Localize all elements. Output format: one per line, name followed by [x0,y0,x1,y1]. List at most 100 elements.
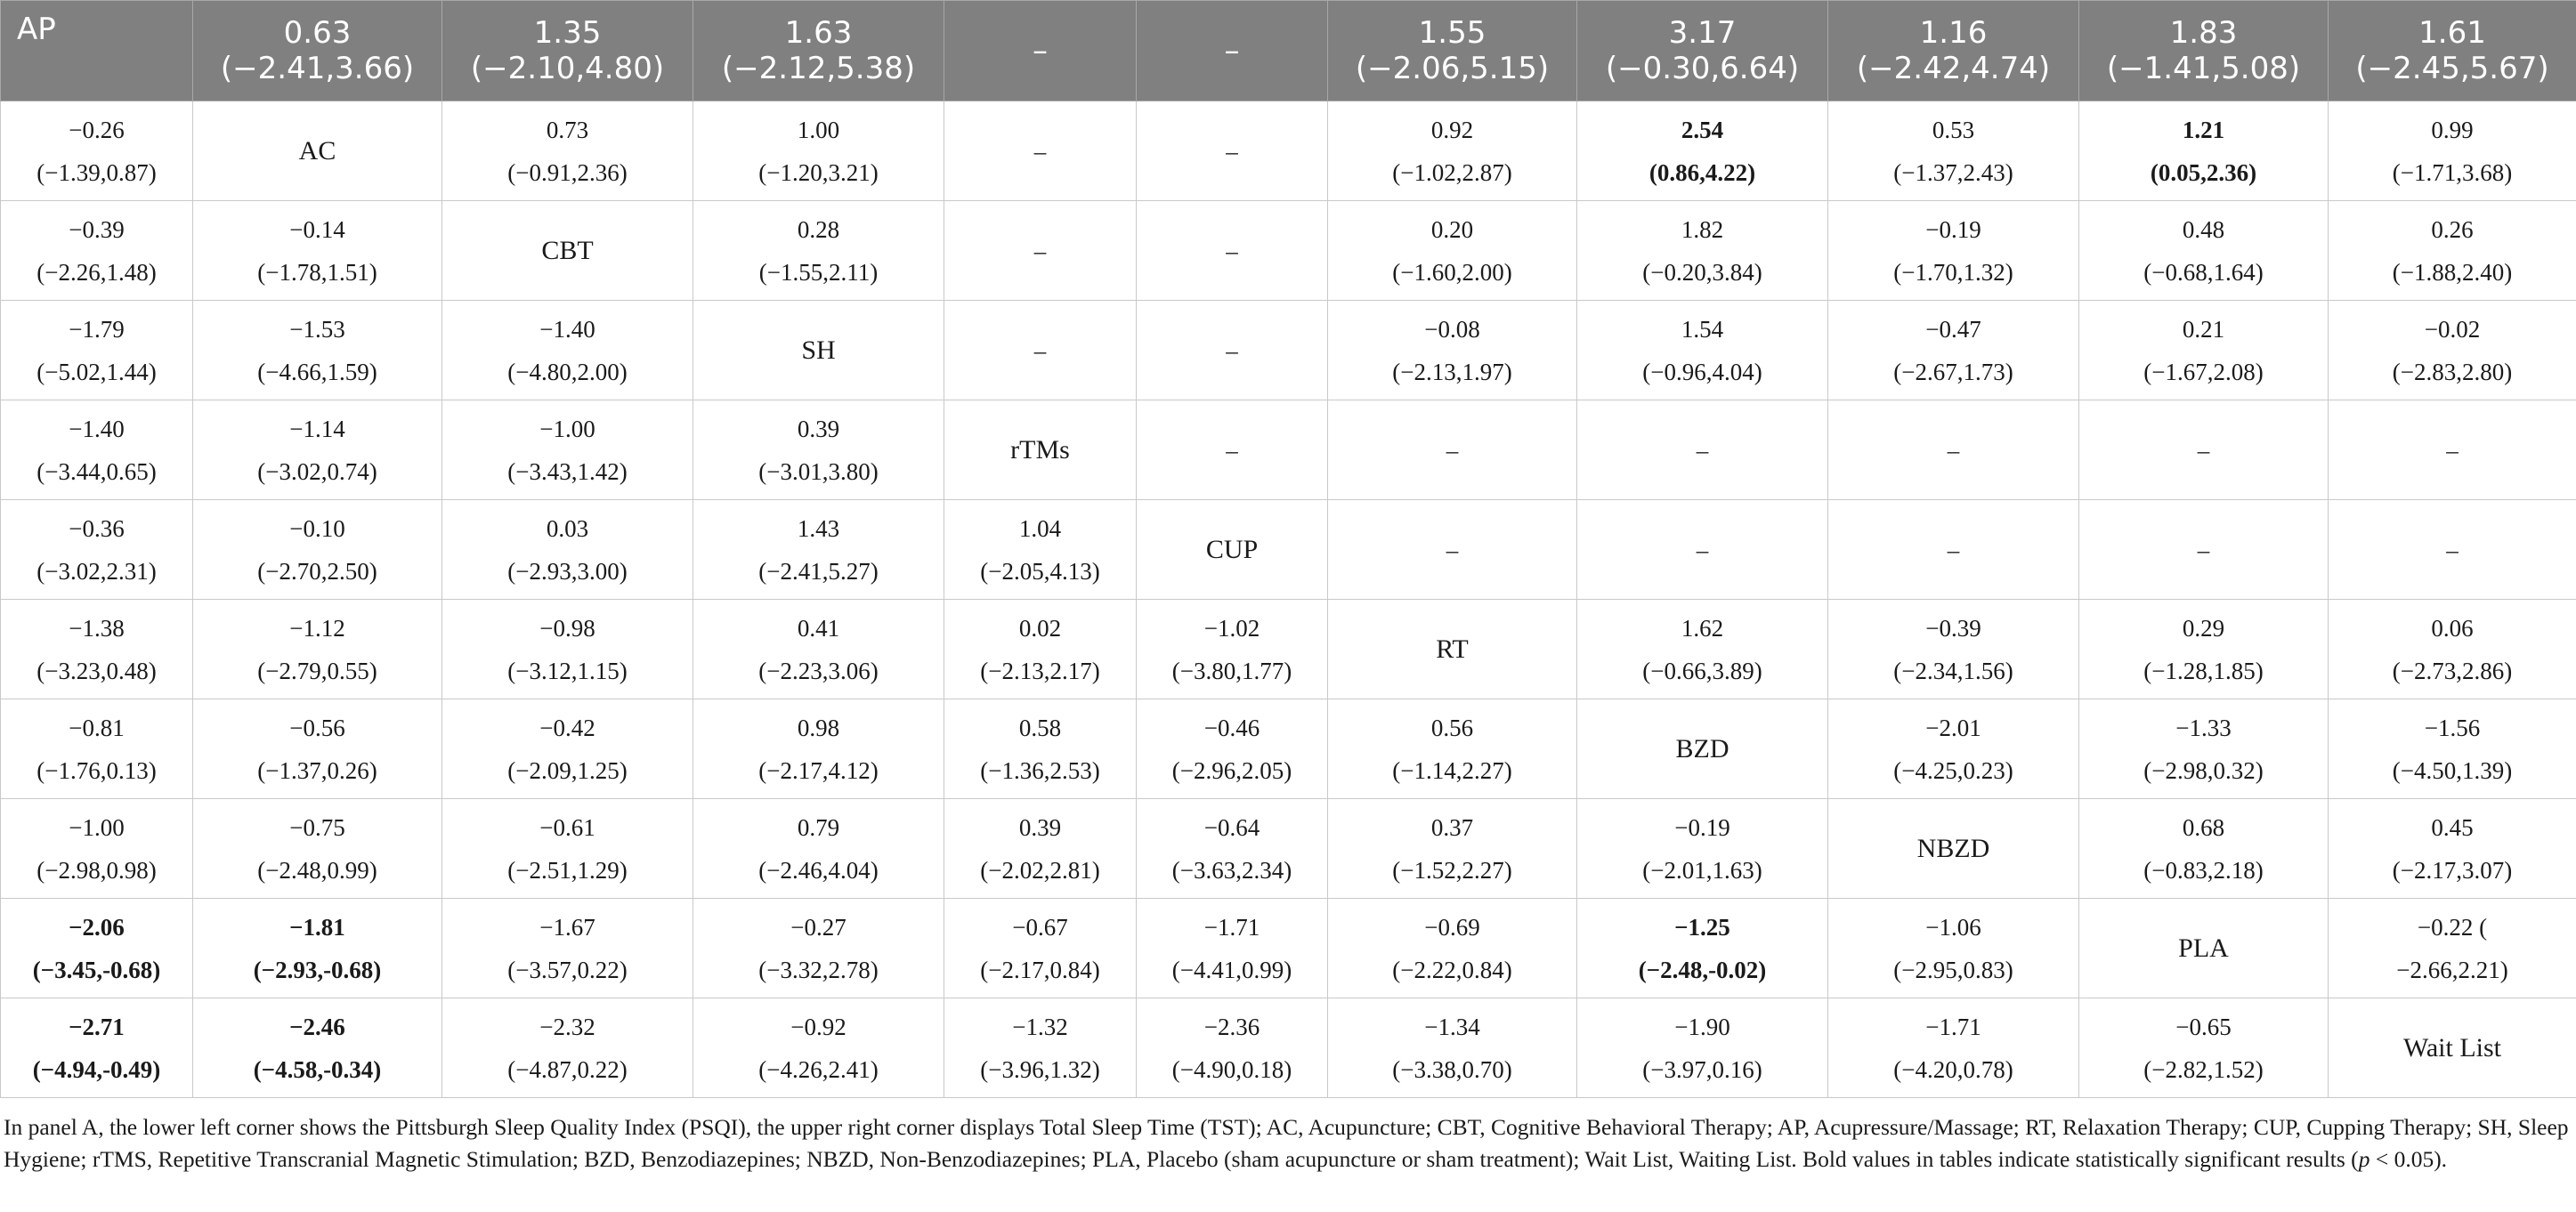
effect-estimate: 0.56 [1430,714,1474,741]
significant-comparison-cell: −1.81 (−2.93,-0.68) [192,898,442,998]
comparison-cell: – [2078,499,2329,600]
comparison-cell: −1.06 (−2.95,0.83) [1827,898,2079,998]
comparison-cell: – [1327,499,1577,600]
comparison-cell: – [1576,400,1828,500]
treatment-label-cell: PLA [2078,898,2329,998]
effect-estimate: – [1226,237,1238,264]
header-estimate: 1.55 [1418,15,1486,51]
treatment-label-cell: CBT [441,200,693,301]
caption-text: In panel A, the lower left corner shows … [4,1114,2569,1172]
comparison-cell: 0.73 (−0.91,2.36) [441,101,693,201]
confidence-interval: (−0.83,2.18) [2143,856,2264,884]
table-row: −0.81 (−1.76,0.13) −0.56 (−1.37,0.26) −0.42 (… [0,699,2576,799]
effect-estimate: 2.54 [1681,116,1724,143]
comparison-cell: −0.42 (−2.09,1.25) [441,699,693,799]
effect-estimate: 0.99 [2431,116,2474,143]
effect-estimate: 0.21 [2182,315,2225,343]
effect-estimate: −0.27 [790,913,847,941]
comparison-cell: – [1136,400,1328,500]
effect-estimate: −2.36 [1203,1013,1260,1040]
effect-estimate: −1.33 [2175,714,2232,741]
header-interval: (−2.10,4.80) [470,51,665,86]
effect-estimate: −0.56 [289,714,345,741]
effect-estimate: −0.92 [790,1013,847,1040]
comparison-cell: 1.43 (−2.41,5.27) [693,499,944,600]
effect-estimate: −0.10 [289,514,345,542]
effect-estimate: −1.40 [69,415,125,442]
comparison-cell: −1.38 (−3.23,0.48) [0,599,193,699]
effect-estimate: – [2446,436,2459,464]
confidence-interval: (−2.13,1.97) [1392,358,1512,385]
effect-estimate: −1.02 [1203,614,1260,642]
confidence-interval: (−2.17,4.12) [758,756,879,784]
header-cell: 1.63 (−2.12,5.38) [693,0,944,101]
effect-estimate: −0.98 [539,614,595,642]
effect-estimate: −0.22 ( [2417,913,2488,941]
header-cell: 3.17 (−0.30,6.64) [1576,0,1828,101]
effect-estimate: – [1226,336,1238,364]
comparison-cell: 0.37 (−1.52,2.27) [1327,798,1577,899]
effect-estimate: – [1947,536,1960,563]
comparison-cell: 0.53 (−1.37,2.43) [1827,101,2079,201]
effect-estimate: −0.08 [1424,315,1480,343]
effect-estimate: 0.03 [546,514,589,542]
effect-estimate: −0.67 [1012,913,1068,941]
comparison-cell: −0.19 (−1.70,1.32) [1827,200,2079,301]
comparison-cell: −1.56 (−4.50,1.39) [2328,699,2576,799]
comparison-cell: −1.53 (−4.66,1.59) [192,300,442,400]
effect-estimate: – [1947,436,1960,464]
confidence-interval: (−4.20,0.78) [1893,1055,2013,1083]
treatment-label: Wait List [2402,1032,2502,1063]
effect-estimate: 0.20 [1430,215,1474,243]
effect-estimate: 0.02 [1018,614,1062,642]
comparison-cell: – [1136,300,1328,400]
treatment-label-cell: CUP [1136,499,1328,600]
confidence-interval: (−1.71,3.68) [2392,158,2513,186]
significant-comparison-cell: −2.06 (−3.45,-0.68) [0,898,193,998]
effect-estimate: 0.73 [546,116,589,143]
confidence-interval: (−2.05,4.13) [980,557,1100,585]
confidence-interval: (−3.96,1.32) [980,1055,1100,1083]
comparison-cell: 0.39 (−3.01,3.80) [693,400,944,500]
effect-estimate: – [1033,237,1047,264]
effect-estimate: 0.26 [2431,215,2474,243]
comparison-cell: −1.14 (−3.02,0.74) [192,400,442,500]
header-estimate: 1.61 [2418,15,2486,51]
effect-estimate: 0.79 [797,813,840,841]
header-estimate: 1.63 [784,15,853,51]
effect-estimate: 0.68 [2182,813,2225,841]
confidence-interval: (−3.97,0.16) [1642,1055,1762,1083]
effect-estimate: −0.39 [1925,614,1981,642]
effect-estimate: −2.06 [69,913,125,941]
confidence-interval: (−1.14,2.27) [1392,756,1512,784]
treatment-label: NBZD [1916,833,1990,863]
effect-estimate: −2.32 [539,1013,595,1040]
comparison-cell: 0.02 (−2.13,2.17) [944,599,1137,699]
table-row: −0.39 (−2.26,1.48) −0.14 (−1.78,1.51) CBT 0.2… [0,200,2576,301]
effect-estimate: −0.65 [2175,1013,2232,1040]
comparison-cell: −0.81 (−1.76,0.13) [0,699,193,799]
comparison-cell: −0.27 (−3.32,2.78) [693,898,944,998]
confidence-interval: (−4.25,0.23) [1893,756,2013,784]
comparison-cell: 0.29 (−1.28,1.85) [2078,599,2329,699]
header-interval: (−1.41,5.08) [2106,51,2301,86]
effect-estimate: −0.02 [2424,315,2481,343]
confidence-interval: (−3.45,-0.68) [32,956,161,983]
comparison-cell: −1.40 (−4.80,2.00) [441,300,693,400]
confidence-interval: (0.86,4.22) [1648,158,1756,186]
confidence-interval: (−2.83,2.80) [2392,358,2513,385]
table-row: −1.00 (−2.98,0.98) −0.75 (−2.48,0.99) −0.61 (… [0,798,2576,899]
treatment-label-cell: NBZD [1827,798,2079,899]
confidence-interval: (−2.13,2.17) [980,657,1100,684]
effect-estimate: 1.04 [1018,514,1062,542]
confidence-interval: (−2.02,2.81) [980,856,1100,884]
confidence-interval: (−3.01,3.80) [758,457,879,485]
treatment-label-cell: Wait List [2328,998,2576,1098]
confidence-interval: (−4.50,1.39) [2392,756,2513,784]
comparison-cell: −1.67 (−3.57,0.22) [441,898,693,998]
confidence-interval: (−2.09,1.25) [507,756,628,784]
table-row: −0.36 (−3.02,2.31) −0.10 (−2.70,2.50) 0.03 (−… [0,499,2576,600]
confidence-interval: (−3.57,0.22) [507,956,628,983]
confidence-interval: (−4.87,0.22) [507,1055,628,1083]
table-row: −2.71 (−4.94,-0.49) −2.46 (−4.58,-0.34) −2.3… [0,998,2576,1098]
